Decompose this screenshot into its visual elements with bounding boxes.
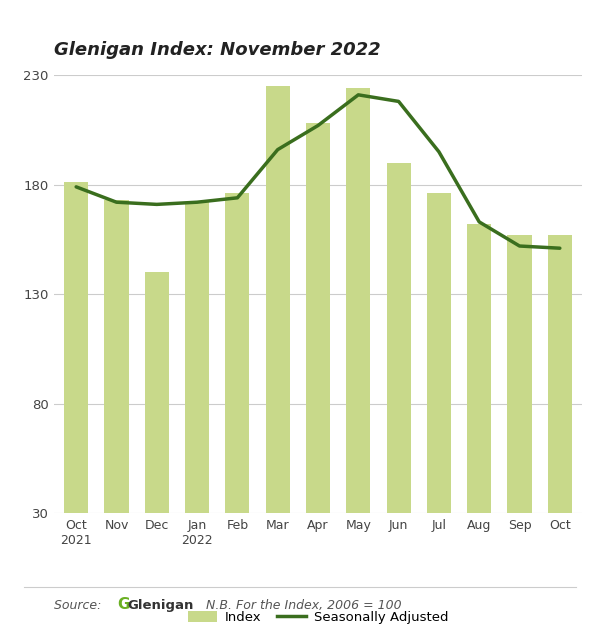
Bar [427,193,451,579]
Bar [104,200,128,579]
Bar [266,86,290,579]
Text: G: G [117,597,130,612]
Bar [145,272,169,579]
Bar [467,224,491,579]
Bar [64,183,88,579]
Bar [306,123,330,579]
Bar [185,202,209,579]
Legend: Index, Seasonally Adjusted: Index, Seasonally Adjusted [182,605,454,626]
Bar [508,235,532,579]
Text: N.B. For the Index, 2006 = 100: N.B. For the Index, 2006 = 100 [198,599,401,612]
Text: Source:: Source: [54,599,106,612]
Text: Glenigan: Glenigan [128,599,194,612]
Text: Glenigan Index: November 2022: Glenigan Index: November 2022 [54,41,380,59]
Bar [386,163,411,579]
Bar [346,88,370,579]
Bar [548,235,572,579]
Bar [225,193,250,579]
